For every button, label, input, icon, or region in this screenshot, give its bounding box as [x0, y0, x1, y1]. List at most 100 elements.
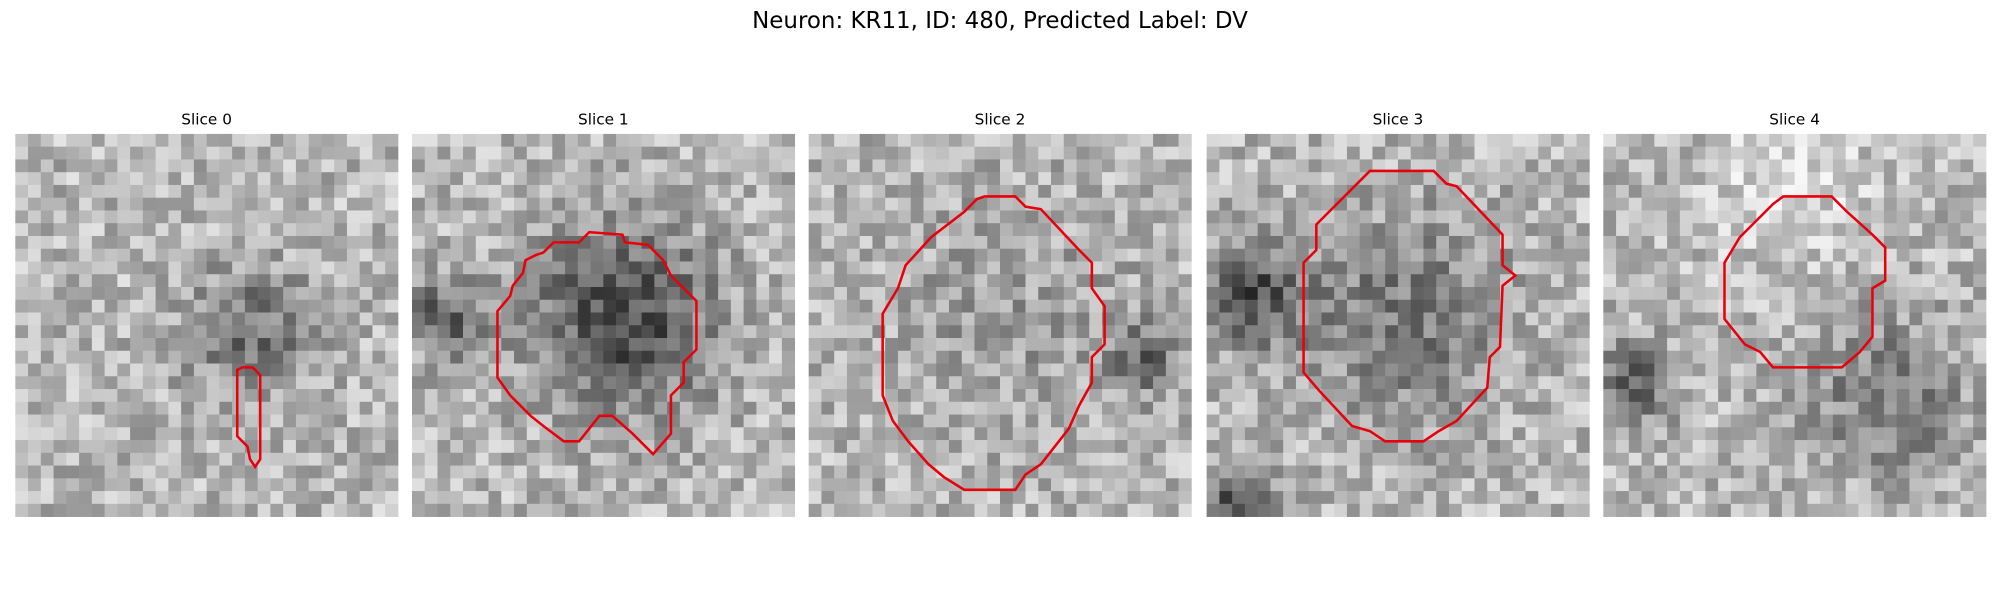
pixel — [1832, 146, 1847, 160]
pixel — [526, 261, 540, 275]
pixel — [1973, 299, 1987, 313]
pixel — [142, 491, 156, 505]
pixel — [1153, 248, 1167, 262]
pixel — [987, 146, 1001, 160]
pixel — [1512, 210, 1526, 224]
pixel — [1127, 286, 1141, 301]
pixel — [679, 363, 693, 377]
pixel — [1295, 491, 1310, 505]
pixel — [283, 440, 297, 454]
pixel — [308, 197, 322, 211]
pixel — [1076, 478, 1090, 492]
pixel — [463, 389, 477, 403]
pixel — [526, 389, 540, 403]
pixel — [514, 376, 528, 390]
pixel — [372, 465, 386, 479]
pixel — [1283, 338, 1297, 352]
pixel — [1308, 503, 1322, 517]
pixel — [1165, 172, 1179, 186]
pixel — [692, 248, 706, 262]
pixel — [846, 223, 861, 237]
pixel — [142, 299, 156, 313]
pixel — [1025, 452, 1039, 466]
pixel — [1538, 325, 1552, 339]
pixel — [1896, 465, 1910, 479]
pixel — [1178, 350, 1192, 364]
pixel — [705, 427, 719, 441]
pixel — [142, 350, 156, 364]
pixel — [181, 286, 195, 301]
pixel — [1616, 197, 1630, 211]
pixel — [79, 491, 93, 505]
pixel — [411, 401, 426, 415]
pixel — [219, 478, 233, 492]
pixel — [667, 223, 681, 237]
pixel — [1321, 427, 1335, 441]
pixel — [1947, 235, 1961, 250]
pixel — [463, 197, 477, 211]
pixel — [321, 210, 335, 224]
pixel — [1525, 363, 1539, 377]
pixel — [897, 452, 912, 466]
pixel — [565, 376, 579, 390]
pixel — [756, 325, 770, 339]
pixel — [1500, 312, 1514, 326]
pixel — [1654, 261, 1668, 275]
pixel — [1102, 478, 1116, 492]
pixel — [859, 223, 873, 237]
pixel — [705, 133, 719, 148]
pixel — [1308, 184, 1322, 199]
pixel — [1538, 350, 1552, 364]
pixel — [359, 401, 373, 415]
pixel — [142, 338, 156, 352]
pixel — [15, 223, 29, 237]
pixel — [219, 389, 233, 403]
panel-title: Slice 2 — [975, 110, 1026, 128]
pixel — [1960, 350, 1974, 364]
pixel — [577, 146, 591, 160]
pixel — [552, 376, 566, 390]
pixel — [961, 338, 975, 352]
pixel — [667, 210, 681, 224]
pixel — [846, 478, 861, 492]
pixel — [475, 414, 489, 428]
pixel — [1153, 376, 1167, 390]
pixel — [1781, 414, 1796, 428]
pixel — [334, 159, 348, 173]
pixel — [104, 248, 118, 262]
pixel — [1794, 478, 1808, 492]
pixel — [590, 146, 604, 160]
pixel — [539, 235, 553, 250]
pixel — [219, 210, 233, 224]
pixel — [872, 133, 886, 148]
pixel — [526, 133, 540, 148]
pixel — [1705, 440, 1719, 454]
pixel — [1730, 274, 1745, 288]
pixel — [1270, 414, 1284, 428]
pixel — [91, 197, 105, 211]
pixel — [910, 440, 924, 454]
pixel — [1628, 376, 1642, 390]
pixel — [130, 235, 144, 250]
panel-title: Slice 3 — [1373, 110, 1424, 128]
pixel — [1051, 503, 1065, 517]
pixel — [1397, 427, 1412, 441]
pixel — [743, 235, 757, 250]
pixel — [181, 491, 195, 505]
pixel — [321, 274, 335, 288]
pixel — [1423, 159, 1437, 173]
pixel — [53, 376, 67, 390]
pixel — [628, 172, 642, 186]
pixel — [808, 465, 822, 479]
pixel — [1909, 159, 1923, 173]
pixel — [1500, 389, 1514, 403]
pixel — [974, 338, 988, 352]
pixel — [501, 325, 515, 339]
pixel — [1397, 503, 1412, 517]
pixel — [1654, 389, 1668, 403]
pixel — [1321, 248, 1335, 262]
pixel — [1025, 172, 1039, 186]
pixel — [219, 491, 233, 505]
pixel — [142, 133, 156, 148]
pixel — [1603, 133, 1617, 148]
